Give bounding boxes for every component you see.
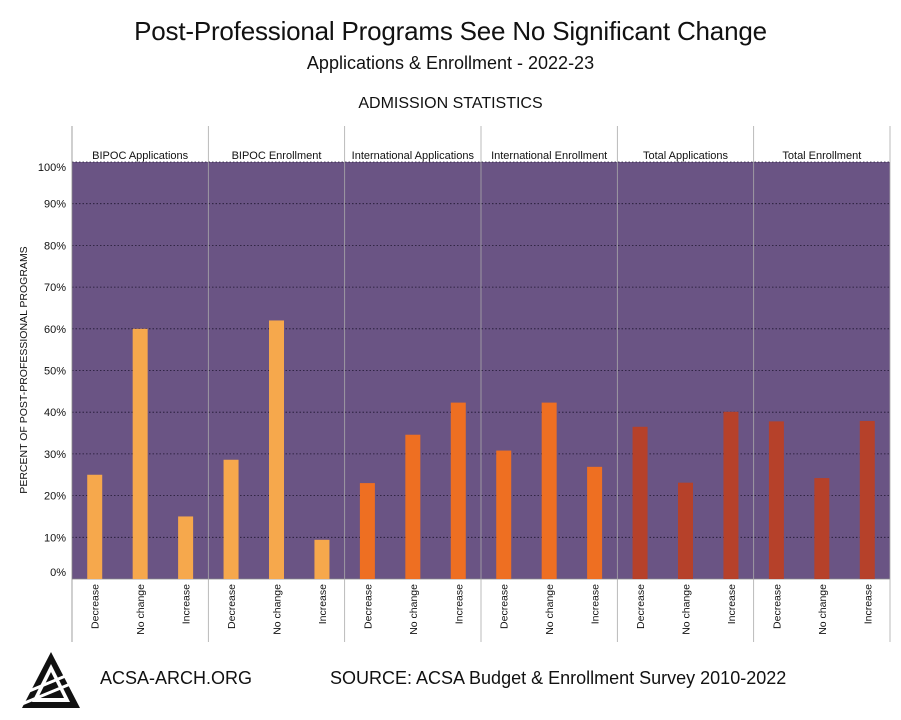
panel-header: Total Applications [643, 150, 728, 162]
bar [632, 426, 648, 579]
bar [450, 402, 466, 579]
x-category-label: No change [272, 584, 284, 635]
panel-header: BIPOC Enrollment [232, 150, 322, 162]
bar [132, 328, 148, 579]
x-category-label: No change [408, 584, 420, 635]
x-category-label: Increase [862, 584, 874, 624]
bar [87, 474, 103, 579]
x-category-label: No change [544, 584, 556, 635]
y-tick-label: 50% [44, 366, 66, 378]
admission-statistics-chart: 0% 10% 20% 30% 40% 50% 60% 70% 80% 90% 100% PERCENT… [18, 126, 891, 642]
section-label: ADMISSION STATISTICS [358, 95, 543, 112]
y-tick-label: 30% [44, 449, 66, 461]
x-category-label: No change [681, 584, 693, 635]
footer-site: ACSA-ARCH.ORG [100, 668, 253, 688]
acsa-triangle-logo-icon [21, 652, 81, 708]
panel-header: BIPOC Applications [92, 150, 188, 162]
bar [359, 483, 375, 579]
bar [223, 459, 239, 579]
x-category-label: Decrease [362, 584, 374, 629]
y-tick-label: 0% [50, 567, 66, 579]
bar [314, 539, 330, 579]
chart-title: Post-Professional Programs See No Signif… [134, 16, 767, 46]
bar [768, 421, 784, 579]
panel-header: International Enrollment [491, 150, 607, 162]
y-tick-label: 60% [44, 324, 66, 336]
bar [269, 320, 284, 579]
y-tick-label: 100% [38, 162, 66, 174]
y-tick-label: 40% [44, 407, 66, 419]
x-category-label: Decrease [499, 584, 511, 629]
x-category-label: Decrease [771, 584, 783, 629]
x-category-label: Increase [317, 584, 329, 624]
x-category-label: No change [817, 584, 829, 635]
panel-header: International Applications [352, 150, 475, 162]
y-tick-label: 70% [44, 282, 66, 294]
panel-header: Total Enrollment [782, 150, 861, 162]
bar [814, 478, 830, 579]
y-tick-label: 80% [44, 240, 66, 252]
bar [178, 516, 194, 579]
y-tick-label: 10% [44, 532, 66, 544]
bar [541, 402, 557, 579]
chart-subtitle: Applications & Enrollment - 2022-23 [306, 53, 595, 73]
bar [678, 482, 693, 579]
x-category-label: No change [135, 584, 147, 635]
x-category-label: Decrease [226, 584, 238, 629]
x-category-label: Increase [453, 584, 465, 624]
x-category-label: Decrease [90, 584, 102, 629]
y-tick-label: 20% [44, 491, 66, 503]
x-category-label: Decrease [635, 584, 647, 629]
x-category-label: Increase [590, 584, 602, 624]
y-tick-label: 90% [44, 199, 66, 211]
y-axis-title: PERCENT OF POST-PROFESSIONAL PROGRAMS [18, 246, 30, 493]
bar [496, 450, 512, 579]
x-category-label: Increase [181, 584, 193, 624]
footer-source: SOURCE: ACSA Budget & Enrollment Survey … [330, 668, 787, 688]
bar [405, 434, 421, 579]
bar [859, 420, 875, 579]
bar [723, 411, 739, 579]
bar [587, 466, 603, 579]
x-category-label: Increase [726, 584, 738, 624]
